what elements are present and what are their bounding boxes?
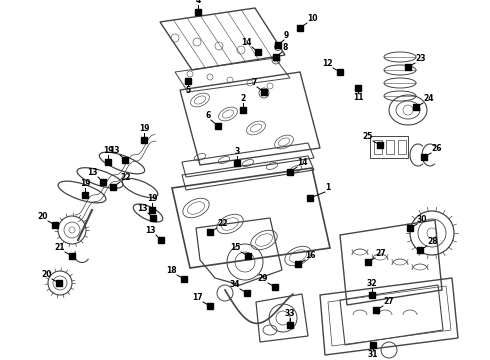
Bar: [373, 307, 379, 313]
Text: 7: 7: [252, 78, 257, 87]
Bar: [122, 157, 128, 163]
Text: 6: 6: [206, 111, 211, 120]
Text: 19: 19: [80, 179, 90, 188]
Bar: [273, 54, 279, 60]
Bar: [56, 280, 62, 286]
Bar: [158, 237, 164, 243]
Text: 4: 4: [196, 0, 200, 5]
Text: 20: 20: [38, 212, 48, 221]
Text: 15: 15: [231, 243, 241, 252]
Text: 22: 22: [120, 173, 130, 182]
Bar: [150, 215, 156, 221]
Text: 32: 32: [367, 279, 377, 288]
Text: 2: 2: [241, 94, 245, 103]
Bar: [370, 136, 408, 158]
Text: 13: 13: [88, 168, 98, 177]
Text: 29: 29: [258, 274, 268, 283]
Text: 19: 19: [147, 194, 157, 203]
Bar: [82, 192, 88, 198]
Bar: [207, 303, 213, 309]
Bar: [297, 25, 303, 31]
Bar: [377, 142, 383, 148]
Text: 31: 31: [368, 350, 378, 359]
Bar: [374, 140, 382, 154]
Text: 13: 13: [109, 146, 120, 155]
Bar: [272, 284, 278, 290]
Bar: [110, 184, 116, 190]
Text: 9: 9: [284, 31, 289, 40]
Text: 14: 14: [242, 38, 252, 47]
Bar: [52, 222, 58, 228]
Bar: [355, 85, 361, 91]
Bar: [370, 342, 376, 348]
Text: 11: 11: [353, 93, 363, 102]
Text: 23: 23: [415, 54, 425, 63]
Text: 16: 16: [305, 251, 316, 260]
Bar: [287, 169, 293, 175]
Bar: [195, 9, 201, 15]
Text: 8: 8: [282, 43, 287, 52]
Bar: [275, 42, 281, 48]
Bar: [105, 159, 111, 165]
Bar: [421, 154, 427, 160]
Text: 18: 18: [167, 266, 177, 275]
Text: 19: 19: [139, 124, 149, 133]
Bar: [149, 207, 155, 213]
Text: 27: 27: [383, 297, 393, 306]
Text: 24: 24: [423, 94, 434, 103]
Text: 21: 21: [54, 243, 65, 252]
Bar: [240, 107, 246, 113]
Text: 26: 26: [431, 144, 441, 153]
Text: 19: 19: [103, 146, 113, 155]
Bar: [141, 137, 147, 143]
Text: 28: 28: [427, 237, 438, 246]
Bar: [207, 229, 213, 235]
Bar: [215, 123, 221, 129]
Bar: [413, 104, 419, 110]
Bar: [234, 160, 240, 166]
Text: 3: 3: [234, 147, 240, 156]
Bar: [287, 322, 293, 328]
Bar: [100, 179, 106, 185]
Text: 1: 1: [325, 183, 330, 192]
Bar: [185, 78, 191, 84]
Bar: [181, 276, 187, 282]
Text: 27: 27: [375, 249, 386, 258]
Text: 10: 10: [307, 14, 318, 23]
Bar: [69, 253, 75, 259]
Bar: [405, 64, 411, 70]
Bar: [398, 140, 406, 154]
Text: 13: 13: [138, 204, 148, 213]
Text: 33: 33: [285, 309, 295, 318]
Text: 14: 14: [297, 158, 308, 167]
Text: 13: 13: [146, 226, 156, 235]
Bar: [255, 49, 261, 55]
Text: 30: 30: [417, 215, 427, 224]
Bar: [295, 261, 301, 267]
Bar: [244, 290, 250, 296]
Text: 20: 20: [42, 270, 52, 279]
Bar: [417, 247, 423, 253]
Bar: [369, 292, 375, 298]
Text: 5: 5: [185, 86, 191, 95]
Text: 17: 17: [193, 293, 203, 302]
Text: 22: 22: [217, 219, 227, 228]
Bar: [365, 259, 371, 265]
Text: 12: 12: [322, 59, 333, 68]
Bar: [337, 69, 343, 75]
Bar: [245, 253, 251, 259]
Bar: [307, 195, 313, 201]
Text: 25: 25: [363, 132, 373, 141]
Bar: [407, 225, 413, 231]
Text: 34: 34: [229, 280, 240, 289]
Bar: [261, 89, 267, 95]
Bar: [386, 140, 394, 154]
